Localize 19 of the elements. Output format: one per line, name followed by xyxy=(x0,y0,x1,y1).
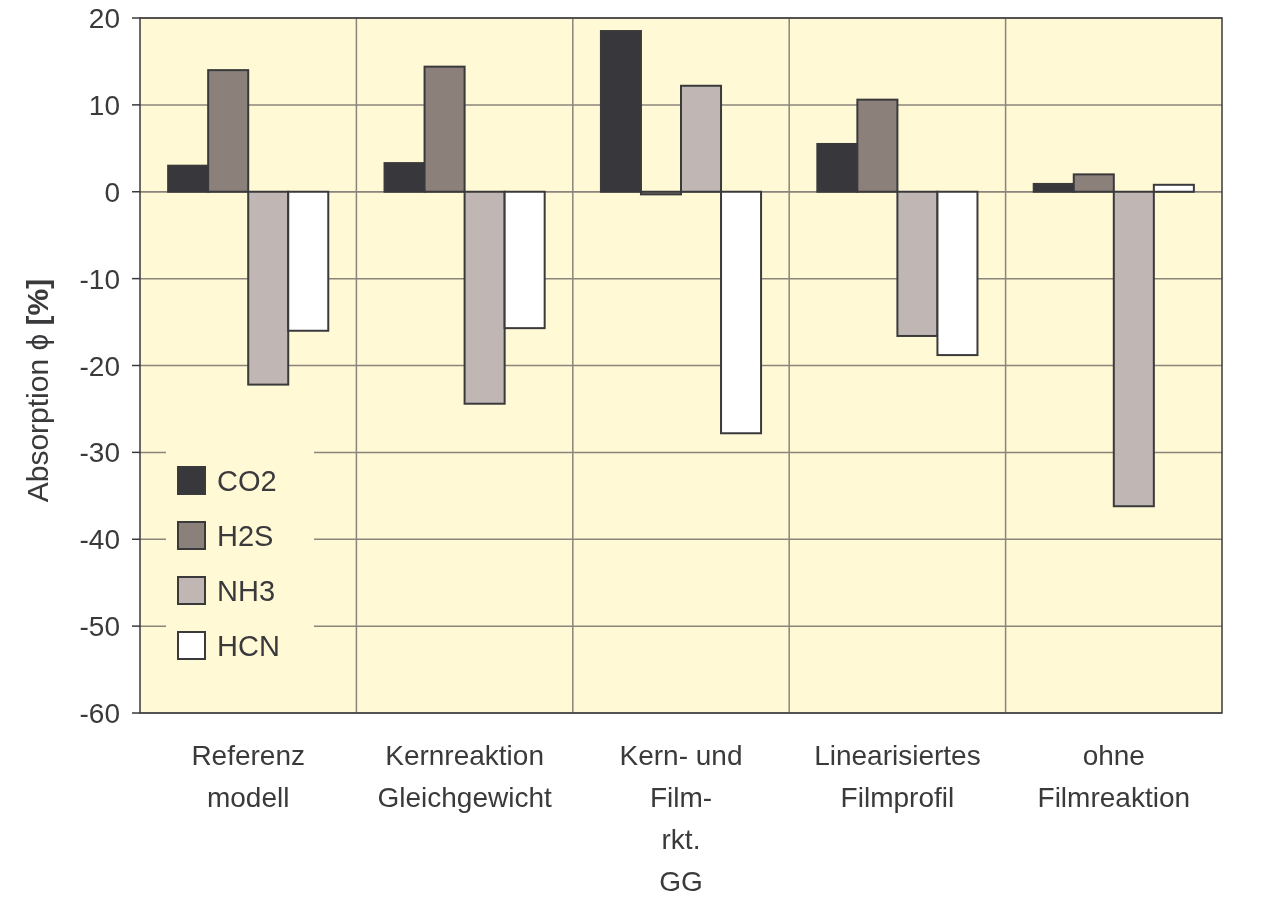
y-tick-label: -50 xyxy=(79,611,120,643)
y-tick-label: -40 xyxy=(79,524,120,556)
y-tick-label: -60 xyxy=(79,698,120,730)
y-tick-label: 10 xyxy=(88,89,120,121)
legend-label: CO2 xyxy=(217,464,277,497)
y-tick-label: -10 xyxy=(79,263,120,295)
x-tick-label: ohne Filmreaktion xyxy=(1037,740,1191,813)
y-tick-label: 0 xyxy=(104,176,120,208)
legend-label: H2S xyxy=(217,519,274,552)
x-tick-label: Linearisiertes Filmprofil xyxy=(814,740,981,813)
x-tick-label: Kern- und Film- rkt. GG xyxy=(619,740,743,897)
legend-label: HCN xyxy=(217,629,280,662)
legend-label: NH3 xyxy=(217,574,276,607)
y-tick-label: -20 xyxy=(79,350,120,382)
y-axis-title: Absorption ϕ [%] xyxy=(21,278,54,503)
x-tick-label: Kernreaktion Gleichgewicht xyxy=(377,740,552,813)
x-tick-label: Referenz modell xyxy=(191,740,306,813)
y-tick-label: 20 xyxy=(88,3,120,35)
y-tick-label: -30 xyxy=(79,437,120,469)
